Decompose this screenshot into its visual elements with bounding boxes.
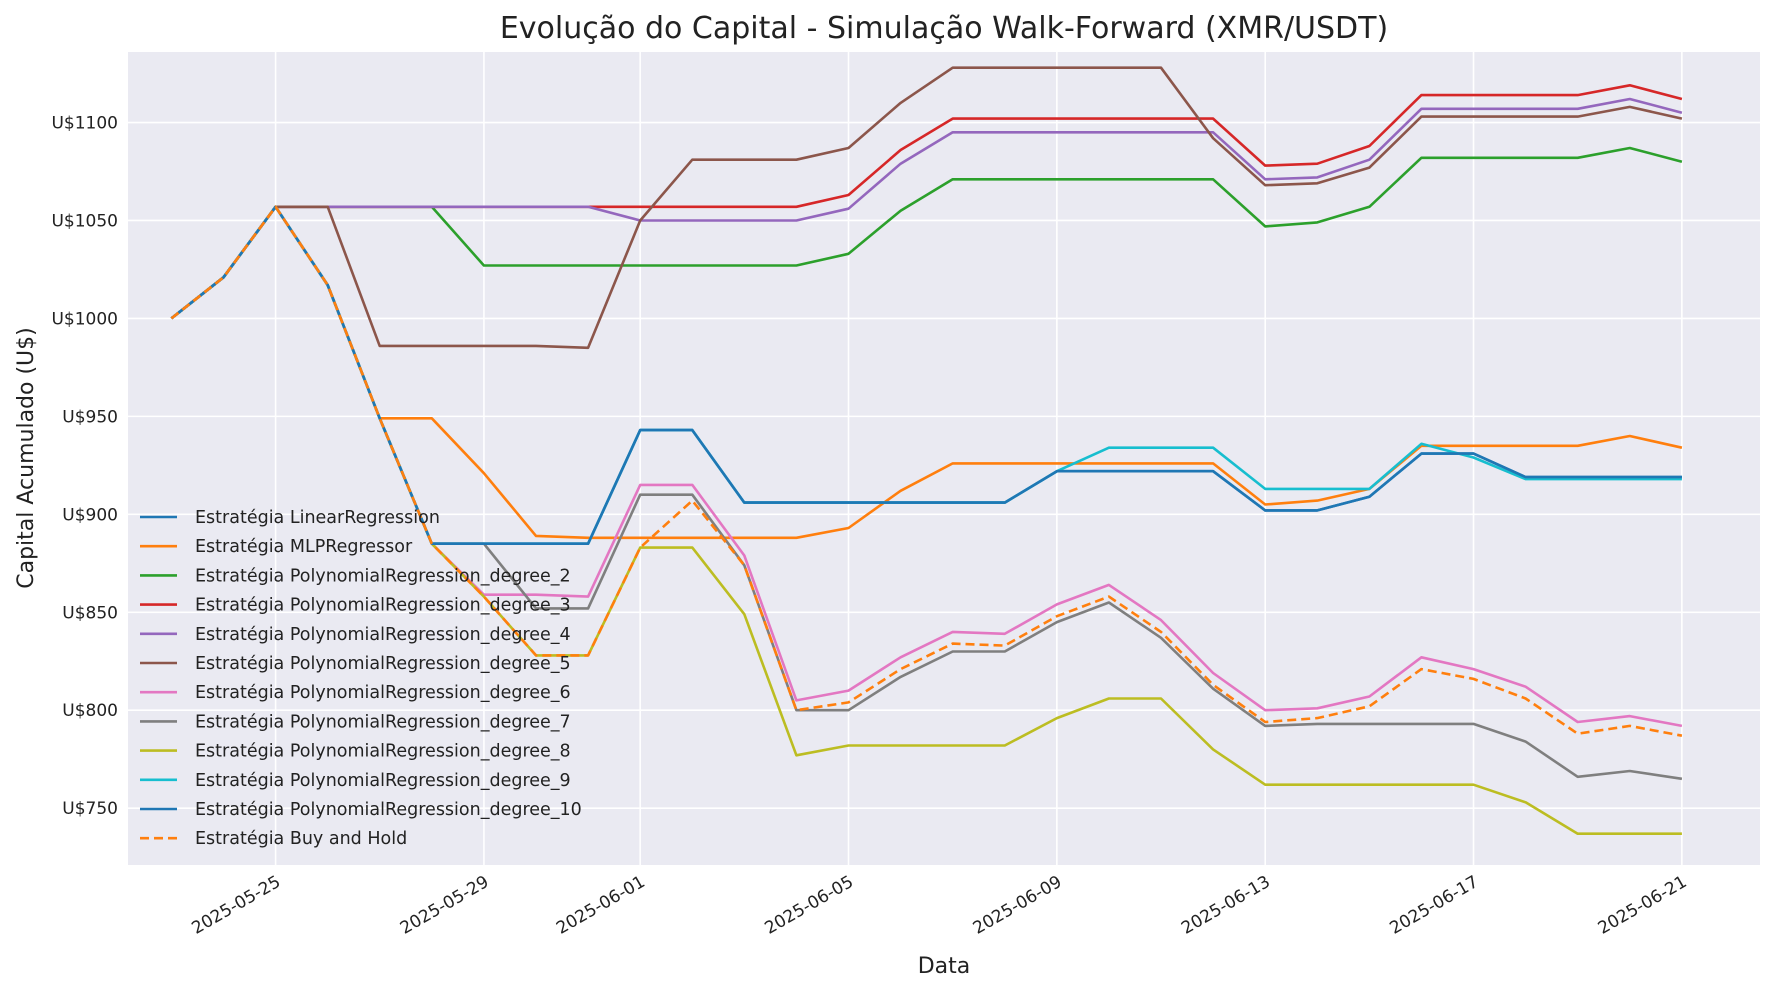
series-line-5 xyxy=(170,66,1683,350)
legend: Estratégia LinearRegression Estratégia ML… xyxy=(140,508,582,849)
x-axis-label: Data xyxy=(918,954,971,979)
legend-label-7: Estratégia PolynomialRegression_degree_7 xyxy=(195,712,571,732)
y-tick-label: U$950 xyxy=(62,407,118,427)
series-line-11 xyxy=(170,205,1683,737)
series-layer xyxy=(170,66,1683,836)
y-tick-label: U$1100 xyxy=(51,114,118,134)
y-tick-label: U$850 xyxy=(62,603,118,623)
chart-title: Evolução do Capital - Simulação Walk-For… xyxy=(500,11,1388,46)
y-tick-label: U$800 xyxy=(62,701,118,721)
y-tick-label: U$900 xyxy=(62,505,118,525)
x-tick-label: 2025-06-09 xyxy=(970,872,1066,939)
series-line-4 xyxy=(170,97,1683,320)
legend-label-9: Estratégia PolynomialRegression_degree_9 xyxy=(195,771,571,791)
legend-label-4: Estratégia PolynomialRegression_degree_4 xyxy=(195,625,571,645)
legend-label-1: Estratégia MLPRegressor xyxy=(195,537,413,557)
x-tick-label: 2025-06-05 xyxy=(761,872,857,939)
x-tick-label: 2025-06-01 xyxy=(553,872,649,939)
x-tick-label: 2025-06-17 xyxy=(1386,872,1482,939)
y-tick-label: U$750 xyxy=(62,799,118,819)
x-tick-label: 2025-06-13 xyxy=(1178,872,1274,939)
legend-label-6: Estratégia PolynomialRegression_degree_6 xyxy=(195,683,571,703)
legend-label-0: Estratégia LinearRegression xyxy=(195,508,440,528)
legend-label-8: Estratégia PolynomialRegression_degree_8 xyxy=(195,742,571,762)
y-tick-label: U$1000 xyxy=(51,309,118,329)
y-tick-label: U$1050 xyxy=(51,211,118,231)
legend-label-11: Estratégia Buy and Hold xyxy=(195,829,407,849)
x-tick-label: 2025-05-29 xyxy=(397,872,493,939)
legend-label-3: Estratégia PolynomialRegression_degree_3 xyxy=(195,596,571,616)
x-tick-label: 2025-06-21 xyxy=(1595,872,1691,939)
legend-label-2: Estratégia PolynomialRegression_degree_2 xyxy=(195,566,571,586)
y-axis-label: Capital Acumulado (U$) xyxy=(14,327,39,589)
legend-label-10: Estratégia PolynomialRegression_degree_1… xyxy=(195,800,582,820)
x-tick-label: 2025-05-25 xyxy=(189,872,285,939)
legend-label-5: Estratégia PolynomialRegression_degree_5 xyxy=(195,654,571,674)
